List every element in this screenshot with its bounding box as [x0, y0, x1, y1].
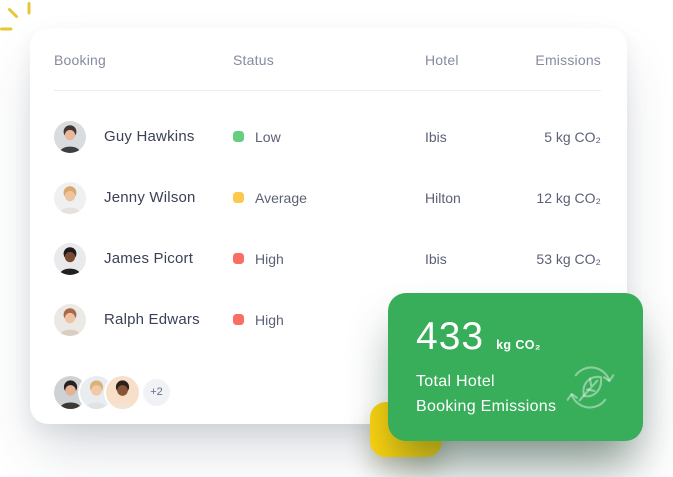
- status-dot: [233, 253, 244, 264]
- column-header-booking: Booking: [54, 52, 106, 68]
- status-dot: [233, 131, 244, 142]
- status-dot: [233, 314, 244, 325]
- bookings-card: Booking Status Hotel Emissions Guy Hawki…: [30, 28, 627, 424]
- status-label: Average: [255, 189, 307, 206]
- status-label: High: [255, 311, 284, 328]
- user-avatar: [106, 375, 139, 409]
- emissions-value: 12 kg CO₂: [536, 189, 601, 206]
- booking-row[interactable]: Jenny Wilson Average Hilton 12 kg CO₂: [54, 167, 601, 228]
- status-label: High: [255, 250, 284, 267]
- total-emissions-unit: kg CO₂: [496, 338, 541, 352]
- emissions-value: 5 kg CO₂: [544, 128, 601, 145]
- booking-row[interactable]: Guy Hawkins Low Ibis 5 kg CO₂: [54, 106, 601, 167]
- avatar-group[interactable]: +2: [54, 372, 170, 412]
- total-emissions-value: 433: [416, 315, 485, 358]
- booking-row[interactable]: Ralph Edwars High: [54, 289, 601, 350]
- booking-name: Jenny Wilson: [104, 189, 196, 206]
- hotel-name: Hilton: [425, 189, 461, 206]
- table-body: Guy Hawkins Low Ibis 5 kg CO₂ Jenny Wils…: [54, 106, 601, 350]
- column-header-status: Status: [233, 52, 274, 68]
- booking-name: Ralph Edwars: [104, 311, 200, 328]
- emissions-summary-card: 433 kg CO₂ Total Hotel Booking Emissions: [388, 293, 643, 441]
- user-avatar: [54, 242, 86, 275]
- user-avatar: [54, 120, 86, 153]
- emissions-value: 53 kg CO₂: [536, 250, 601, 267]
- booking-name: James Picort: [104, 250, 194, 267]
- user-avatar: [54, 181, 86, 214]
- status-label: Low: [255, 128, 281, 145]
- header-divider: [54, 90, 601, 91]
- summary-card-label: Total Hotel Booking Emissions: [416, 373, 557, 415]
- avatar-overflow-badge[interactable]: +2: [143, 378, 170, 406]
- user-avatar: [54, 303, 86, 336]
- hotel-name: Ibis: [425, 250, 447, 267]
- hotel-name: Ibis: [425, 128, 447, 145]
- status-dot: [233, 192, 244, 203]
- booking-row[interactable]: James Picort High Ibis 53 kg CO₂: [54, 228, 601, 289]
- booking-name: Guy Hawkins: [104, 128, 195, 145]
- sparkle-icon: [0, 2, 31, 31]
- column-header-hotel: Hotel: [425, 52, 459, 68]
- column-header-emissions: Emissions: [535, 52, 601, 68]
- leaf-recycle-icon: [566, 366, 615, 409]
- table-header: Booking Status Hotel Emissions: [54, 52, 601, 68]
